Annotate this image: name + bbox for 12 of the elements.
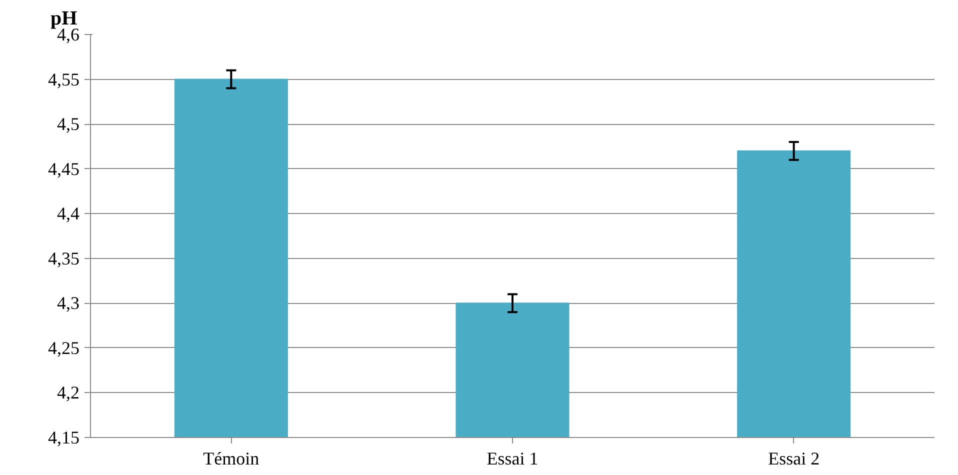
y-tick-label: 4,5: [57, 114, 80, 134]
y-tick-label: 4,45: [48, 158, 80, 179]
y-tick-label: 4,25: [48, 338, 80, 358]
y-tick-label: 4,4: [57, 204, 80, 224]
y-tick-label: 4,15: [48, 428, 80, 448]
y-tick-label: 4,2: [57, 382, 80, 403]
x-tick-label: Essai 1: [486, 448, 538, 468]
x-tick-label: Témoin: [203, 448, 260, 468]
y-tick-label: 4,55: [48, 69, 80, 90]
y-tick-label: 4,35: [48, 248, 80, 268]
x-tick-label: Essai 2: [768, 448, 820, 468]
y-tick-label: 4,3: [57, 293, 80, 314]
